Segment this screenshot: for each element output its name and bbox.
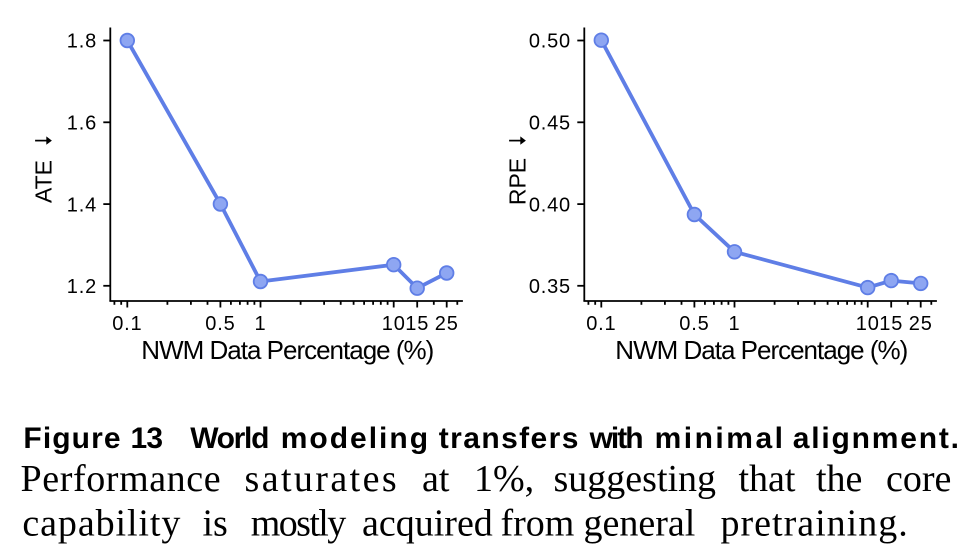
svg-text:1.8: 1.8 — [67, 31, 97, 53]
svg-text:0.50: 0.50 — [529, 31, 571, 53]
svg-text:0.5: 0.5 — [679, 313, 709, 335]
svg-text:1.4: 1.4 — [67, 194, 97, 216]
svg-text:ATE: ATE — [31, 160, 57, 203]
svg-text:0.40: 0.40 — [529, 194, 571, 216]
svg-text:1: 1 — [729, 313, 741, 335]
svg-text:10: 10 — [382, 313, 406, 335]
svg-text:10: 10 — [856, 313, 880, 335]
svg-text:25: 25 — [435, 313, 459, 335]
svg-text:NWM Data Percentage (%): NWM Data Percentage (%) — [615, 335, 907, 365]
svg-text:0.35: 0.35 — [529, 276, 571, 298]
svg-text:0.1: 0.1 — [112, 313, 142, 335]
svg-text:0.5: 0.5 — [205, 313, 235, 335]
svg-text:15: 15 — [879, 313, 903, 335]
svg-text:15: 15 — [405, 313, 429, 335]
svg-text:0.45: 0.45 — [529, 113, 571, 135]
svg-text:RPE: RPE — [505, 158, 531, 205]
svg-text:1.6: 1.6 — [67, 113, 97, 135]
svg-text:1.2: 1.2 — [67, 276, 97, 298]
svg-text:1: 1 — [255, 313, 267, 335]
svg-text:0.1: 0.1 — [586, 313, 616, 335]
svg-text:NWM Data Percentage (%): NWM Data Percentage (%) — [141, 335, 433, 365]
svg-text:25: 25 — [909, 313, 933, 335]
